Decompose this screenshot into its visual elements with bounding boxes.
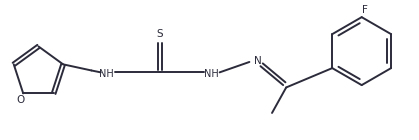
- Text: NH: NH: [99, 69, 114, 79]
- Text: N: N: [253, 56, 261, 66]
- Text: F: F: [362, 5, 368, 15]
- Text: NH: NH: [204, 69, 219, 79]
- Text: S: S: [156, 29, 163, 39]
- Text: O: O: [16, 95, 24, 105]
